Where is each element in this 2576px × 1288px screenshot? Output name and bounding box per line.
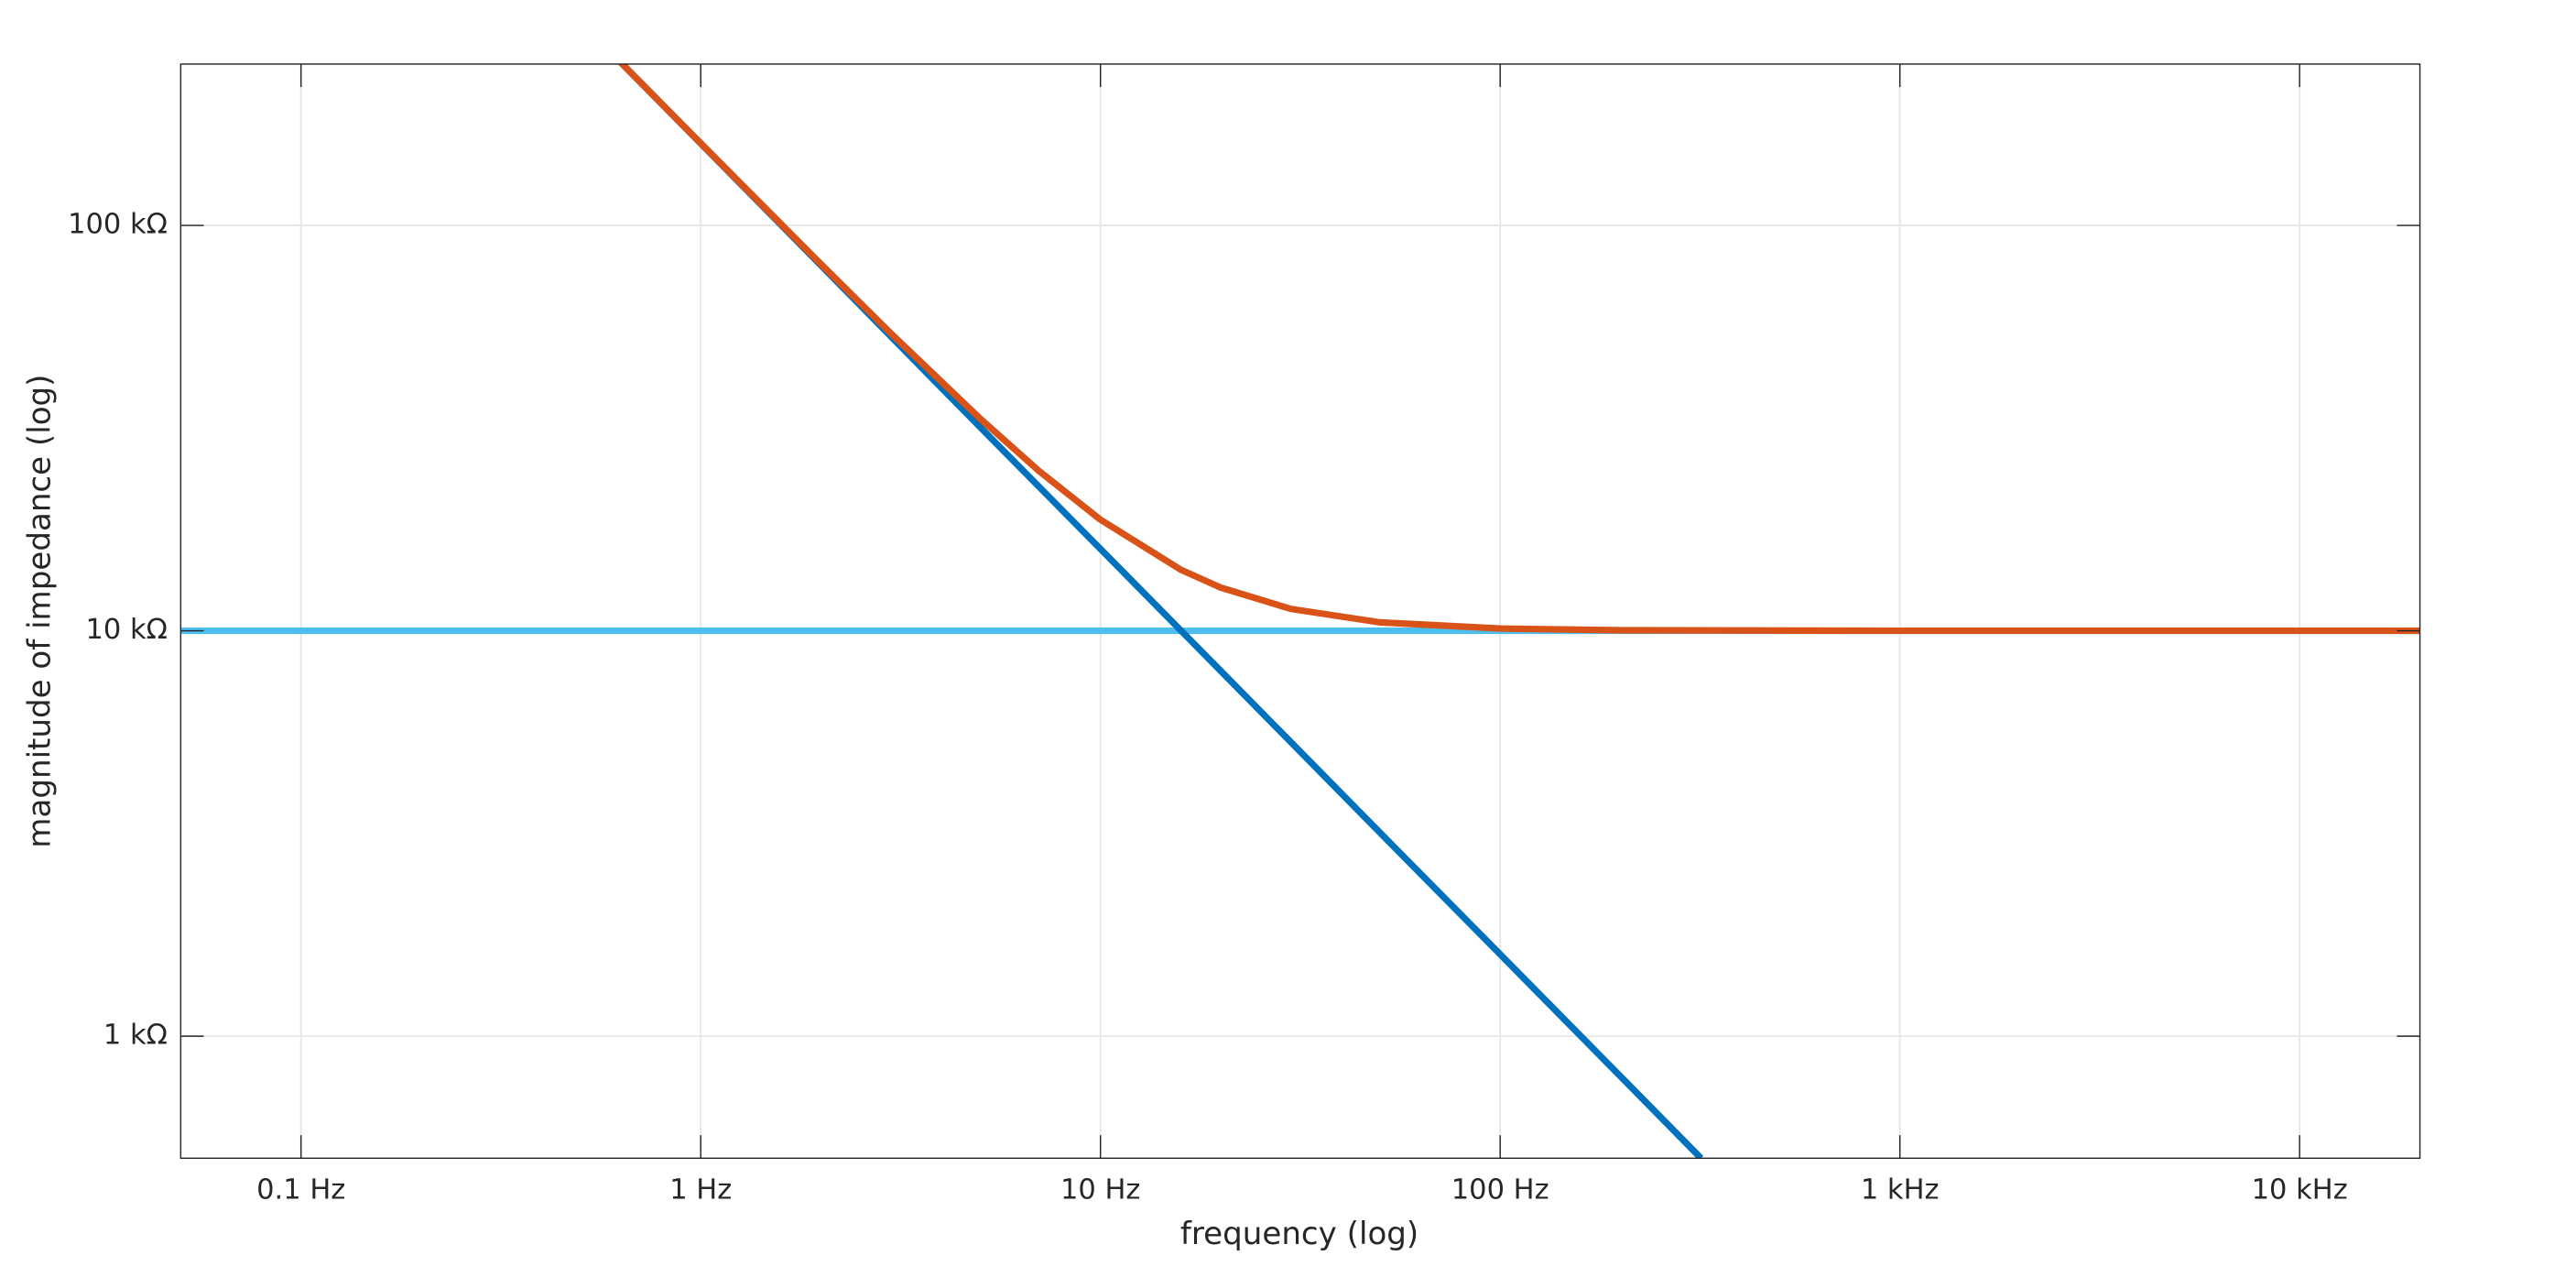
series-line bbox=[618, 63, 2420, 635]
x-tick-label: 100 Hz bbox=[1451, 1174, 1549, 1206]
ticks: 0.1 Hz 1 Hz 10 Hz 100 Hz 1 kHz 10 kHz 1 kΩ 10 k… bbox=[68, 63, 2420, 1206]
x-tick-label: 1 kHz bbox=[1861, 1174, 1940, 1206]
x-tick-label: 10 kHz bbox=[2252, 1174, 2348, 1206]
y-tick-label: 1 kΩ bbox=[103, 1020, 168, 1052]
grid bbox=[180, 63, 2420, 1159]
y-tick-label: 100 kΩ bbox=[68, 209, 168, 241]
x-tick-label: 1 Hz bbox=[669, 1174, 732, 1206]
y-tick-label: 10 kΩ bbox=[86, 614, 168, 646]
axes-frame bbox=[179, 63, 2421, 1160]
y-axis-label: magnitude of impedance (log) bbox=[21, 375, 58, 848]
x-axis-label: frequency (log) bbox=[1180, 1216, 1418, 1252]
plot-area bbox=[180, 63, 2420, 1159]
x-tick-label: 10 Hz bbox=[1060, 1174, 1140, 1206]
x-tick-label: 0.1 Hz bbox=[256, 1174, 345, 1206]
